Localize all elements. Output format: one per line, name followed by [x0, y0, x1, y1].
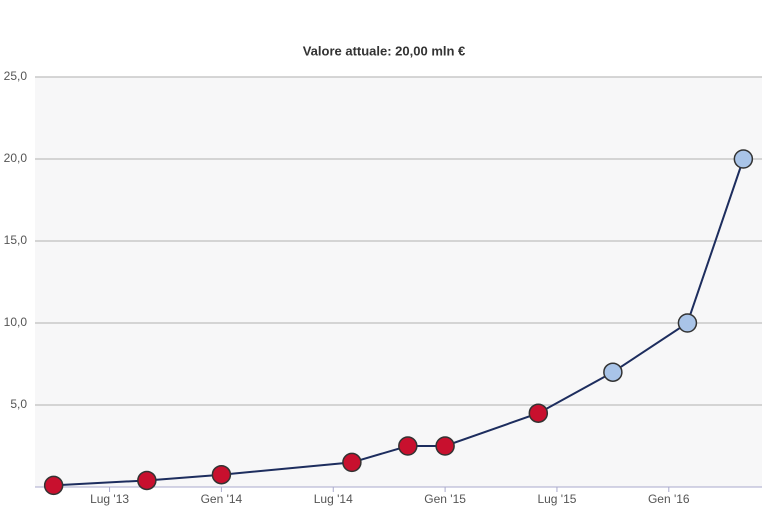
y-tick-label: 10,0 [4, 315, 28, 329]
x-tick-label: Gen '14 [201, 492, 243, 506]
x-tick-label: Gen '16 [648, 492, 690, 506]
line [53, 158, 745, 487]
x-tick-label: Lug '13 [90, 492, 129, 506]
x-tick-label: Lug '15 [537, 492, 576, 506]
marker [398, 436, 418, 456]
chart-title: Valore attuale: 20,00 mln € [303, 43, 466, 58]
y-tick-label: 25,0 [4, 69, 28, 83]
marker [528, 403, 549, 423]
marker [211, 464, 232, 485]
y-tick-label: 20,0 [4, 151, 28, 165]
x-tick-label: Lug '14 [314, 492, 353, 506]
plot-area [35, 77, 762, 487]
y-tick-label: 5,0 [10, 397, 27, 411]
marker [603, 362, 623, 382]
marker [137, 470, 157, 491]
y-tick-label: 15,0 [4, 233, 28, 247]
marker [733, 149, 754, 169]
marker [435, 436, 455, 456]
marker [342, 452, 362, 473]
marker [43, 475, 64, 496]
x-tick-label: Gen '15 [424, 492, 466, 506]
marker [677, 313, 698, 333]
